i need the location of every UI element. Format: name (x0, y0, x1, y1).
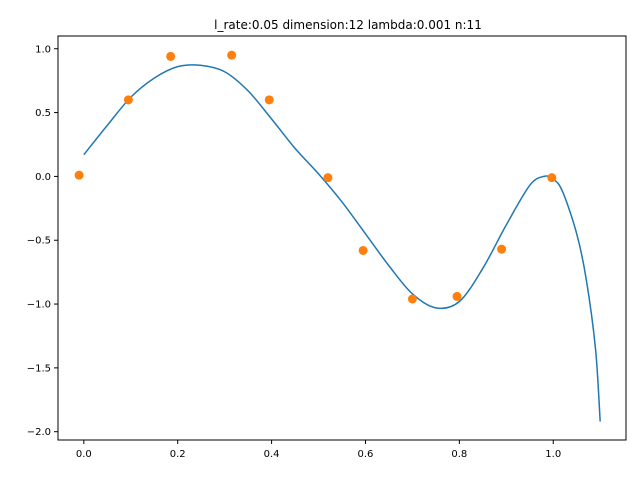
scatter-point (74, 170, 84, 180)
y-tick-label: 0.5 (35, 108, 51, 119)
y-tick-label: −1.5 (27, 363, 51, 374)
scatter-point (166, 51, 176, 61)
chart-title: l_rate:0.05 dimension:12 lambda:0.001 n:… (214, 18, 482, 32)
series-layer (74, 50, 601, 422)
scatter-point (323, 173, 333, 183)
y-tick-label: 0.0 (35, 172, 51, 183)
y-tick-label: −1.0 (27, 300, 51, 311)
scatter-point (264, 95, 274, 105)
scatter-point (358, 245, 368, 255)
x-tick-label: 0.8 (451, 449, 467, 460)
x-tick-label: 0.2 (170, 449, 186, 460)
scatter-point (547, 173, 557, 183)
scatter-point (123, 95, 133, 105)
x-axis-ticks: 0.0 0.2 0.4 0.6 0.8 1.0 (76, 440, 561, 460)
x-tick-label: 1.0 (545, 449, 561, 460)
scatter-point (407, 294, 417, 304)
plot-area-frame (57, 35, 627, 441)
scatter-point (452, 291, 462, 301)
y-tick-label: 1.0 (35, 44, 51, 55)
x-tick-label: 0.4 (264, 449, 280, 460)
x-tick-label: 0.6 (358, 449, 374, 460)
scatter-point (227, 50, 237, 60)
series-line (83, 64, 601, 422)
scatter-point (497, 244, 507, 254)
y-tick-label: −2.0 (27, 427, 51, 438)
x-tick-label: 0.0 (76, 449, 92, 460)
y-tick-label: −0.5 (27, 236, 51, 247)
y-axis-ticks: 1.0 0.5 0.0 −0.5 −1.0 −1.5 −2.0 (27, 44, 58, 438)
